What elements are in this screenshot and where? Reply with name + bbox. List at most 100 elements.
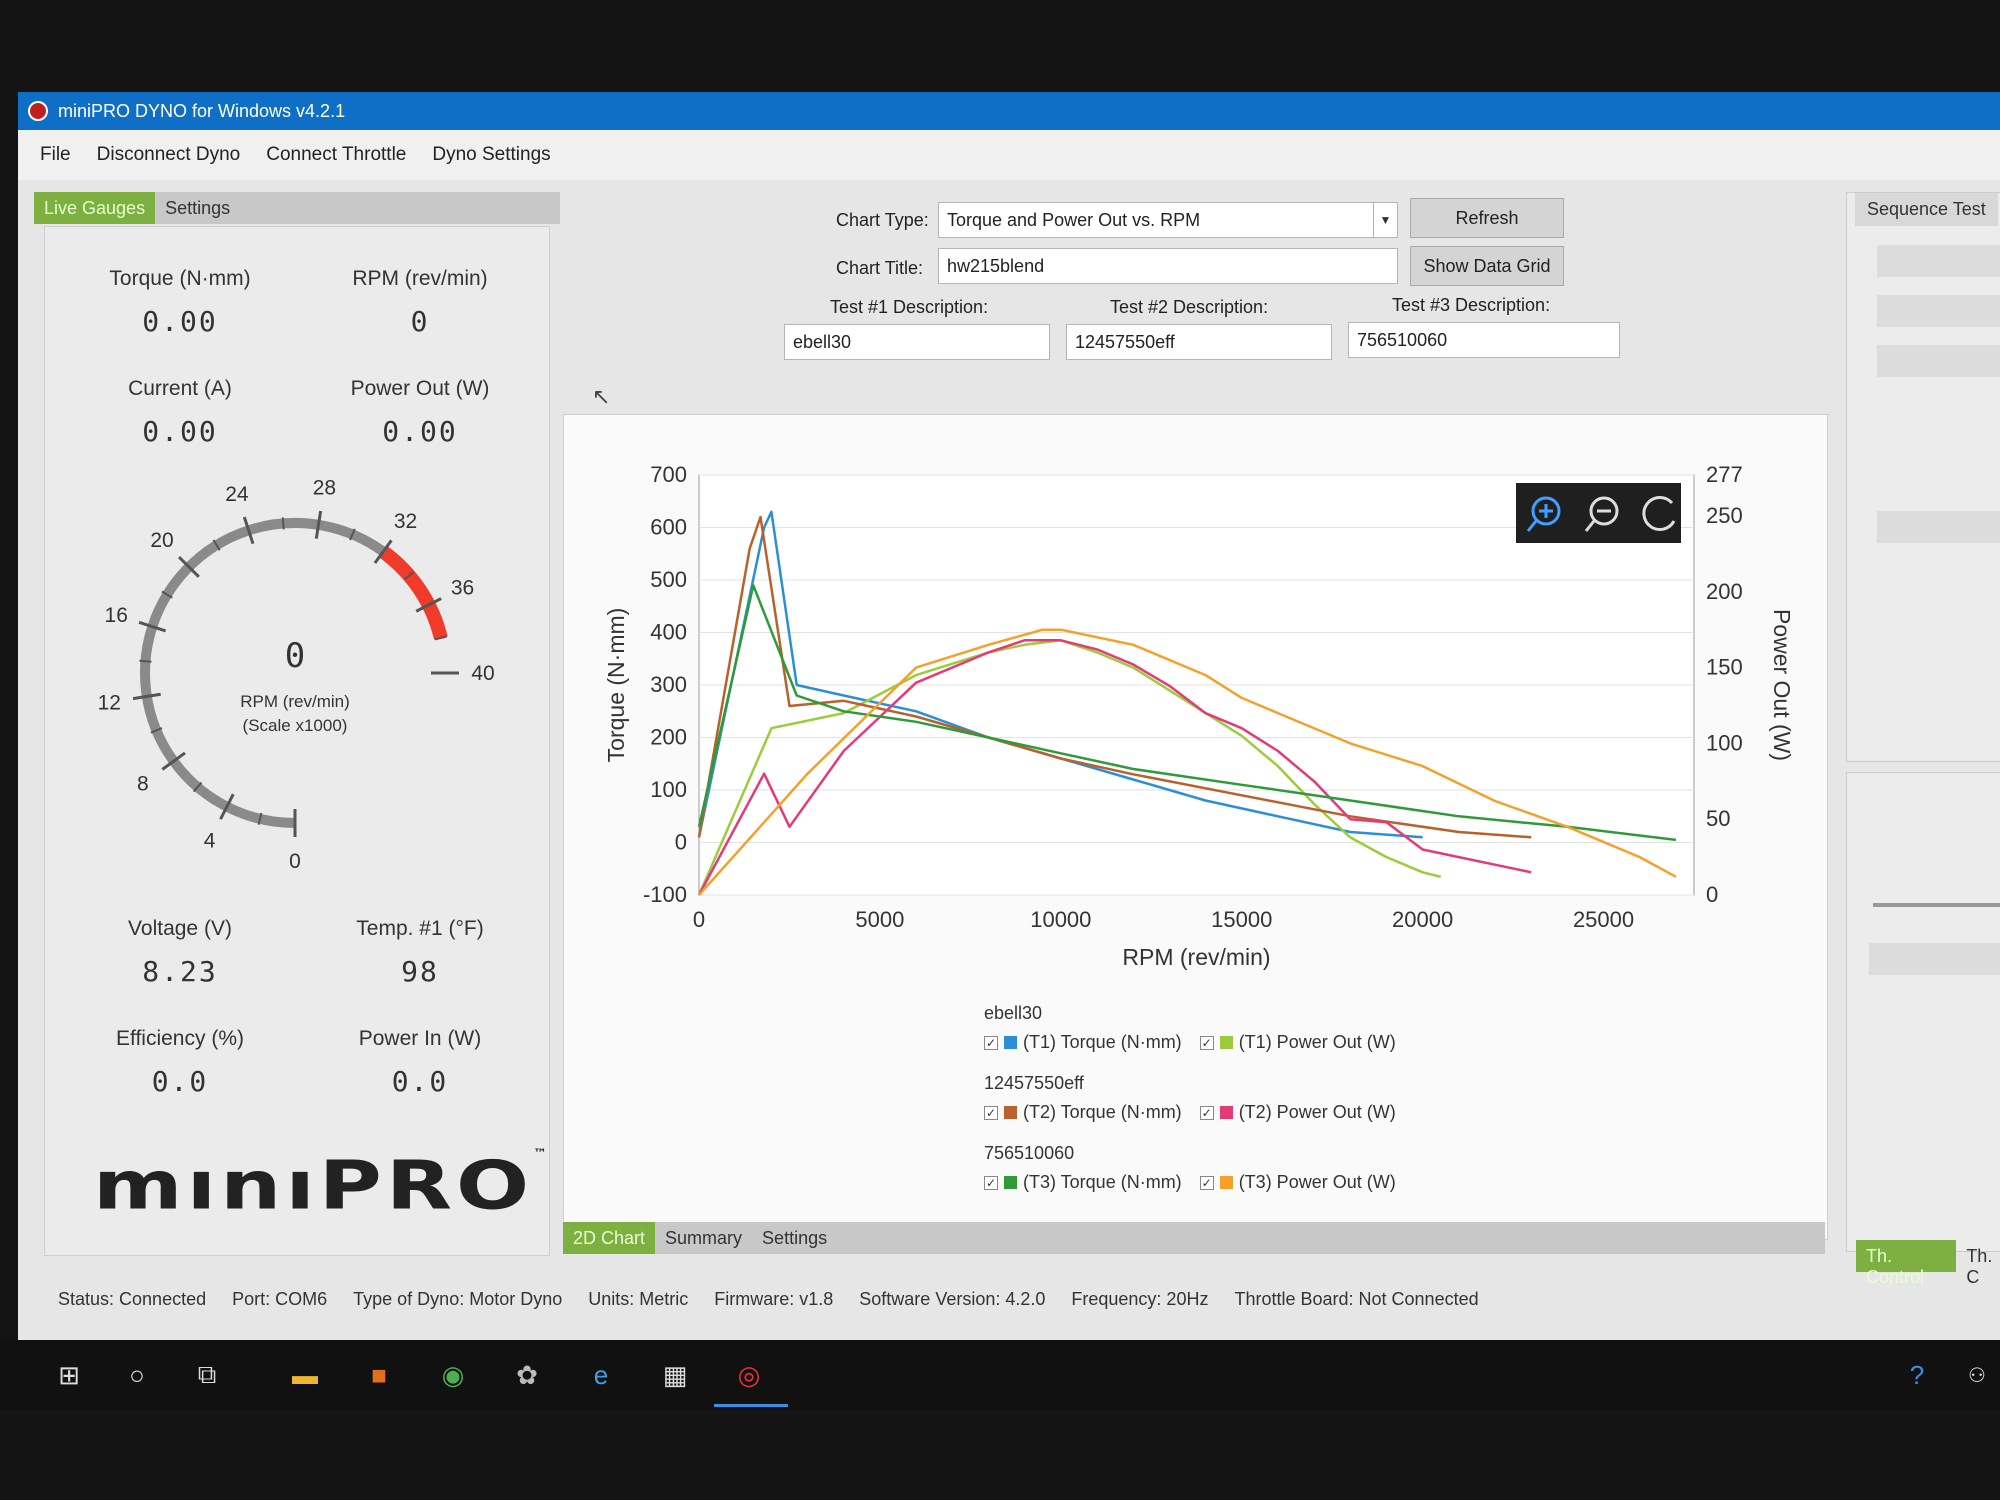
- throttle-slider[interactable]: [1873, 903, 2000, 907]
- y2-tick-label: 250: [1706, 503, 1743, 528]
- series-line: [697, 639, 1442, 896]
- menu-file[interactable]: File: [40, 144, 71, 165]
- chart-title-input[interactable]: hw215blend: [938, 248, 1398, 284]
- chart-legend: ebell30 ✓ (T1) Torque (N·mm) ✓ (T1) Power Ou…: [984, 1003, 1396, 1213]
- tab-chart-settings[interactable]: Settings: [762, 1228, 828, 1248]
- gauge-tick-label: 32: [394, 510, 417, 533]
- chrome-icon[interactable]: ◉: [441, 1359, 465, 1390]
- reset-zoom-icon[interactable]: [1642, 495, 1676, 531]
- rpm-readout: RPM (rev/min) 0: [305, 267, 535, 338]
- tab-sequence-test[interactable]: Sequence Test: [1855, 193, 1998, 226]
- show-data-grid-button[interactable]: Show Data Grid: [1410, 246, 1564, 286]
- gauge-tick-label: 0: [289, 850, 301, 873]
- tab-gauge-settings[interactable]: Settings: [165, 198, 231, 218]
- power-in-readout: Power In (W) 0.0: [305, 1027, 535, 1098]
- tab-live-gauges[interactable]: Live Gauges: [34, 192, 156, 224]
- tab-2d-chart[interactable]: 2D Chart: [563, 1222, 656, 1254]
- rpm-label: RPM (rev/min): [352, 267, 488, 290]
- status-software: Software Version: 4.2.0: [859, 1288, 1046, 1309]
- legend-entry[interactable]: ✓ (T2) Torque (N·mm): [984, 1102, 1182, 1123]
- y2-axis-title: Power Out (W): [1769, 609, 1795, 761]
- gauge-tick: [242, 516, 255, 545]
- sequence-field[interactable]: [1877, 295, 2000, 327]
- y-tick-label: 400: [650, 620, 687, 645]
- sequence-test-panel: Sequence Test: [1846, 192, 2000, 762]
- test1-description-input[interactable]: ebell30: [784, 324, 1050, 360]
- gauge-tick: [139, 659, 152, 663]
- legend-swatch: [1004, 1176, 1017, 1189]
- x-tick-label: 0: [693, 907, 705, 932]
- task-view-icon[interactable]: ⧉: [197, 1359, 217, 1389]
- torque-label: Torque (N·mm): [109, 267, 251, 290]
- gauge-unit: RPM (rev/min): [240, 692, 350, 711]
- gauge-tick: [281, 517, 285, 530]
- refresh-button[interactable]: Refresh: [1410, 198, 1564, 238]
- people-icon[interactable]: ⚇: [1968, 1364, 1986, 1387]
- legend-entry[interactable]: ✓ (T1) Power Out (W): [1199, 1032, 1396, 1053]
- legend-group-name: 756510060: [984, 1143, 1075, 1163]
- help-icon[interactable]: ?: [1909, 1359, 1925, 1390]
- tab-summary[interactable]: Summary: [665, 1228, 743, 1248]
- y-tick-label: 0: [675, 830, 687, 855]
- tab-th-c[interactable]: Th. C: [1966, 1246, 1993, 1287]
- y-tick-label: 300: [650, 672, 687, 697]
- y-tick-label: 200: [650, 725, 687, 750]
- legend-checkbox[interactable]: ✓: [1199, 1175, 1214, 1190]
- x-tick-label: 15000: [1211, 907, 1272, 932]
- power-out-readout: Power Out (W) 0.00: [305, 377, 535, 448]
- legend-checkbox[interactable]: ✓: [984, 1175, 998, 1190]
- sequence-field[interactable]: [1877, 511, 2000, 543]
- zoom-out-handle: [1584, 520, 1596, 532]
- legend-label: (T2) Power Out (W): [1238, 1102, 1396, 1122]
- rpm-value: 0: [410, 305, 430, 338]
- test2-description-input[interactable]: 12457550eff: [1066, 324, 1332, 360]
- legend-label: (T1) Power Out (W): [1238, 1032, 1396, 1052]
- app-icon[interactable]: ✿: [516, 1359, 538, 1390]
- zoom-in-icon[interactable]: [1526, 496, 1561, 532]
- legend-checkbox[interactable]: ✓: [1199, 1035, 1214, 1050]
- menu-bar: File Disconnect Dyno Connect Throttle Dy…: [18, 130, 2000, 180]
- dyno-app-icon[interactable]: ◎: [737, 1359, 761, 1390]
- legend-checkbox[interactable]: ✓: [984, 1035, 998, 1050]
- menu-dyno-settings[interactable]: Dyno Settings: [432, 144, 551, 165]
- y-tick-label: 100: [650, 777, 687, 802]
- legend-checkbox[interactable]: ✓: [984, 1105, 998, 1120]
- gauge-tick: [349, 528, 356, 541]
- status-frequency: Frequency: 20Hz: [1071, 1288, 1209, 1309]
- chevron-down-icon[interactable]: ▼: [1373, 203, 1397, 237]
- legend-entry[interactable]: ✓ (T3) Power Out (W): [1199, 1172, 1396, 1193]
- calculator-icon[interactable]: ▦: [662, 1359, 688, 1390]
- test2-label: Test #2 Description:: [1110, 297, 1269, 317]
- y2-tick-label: 100: [1706, 730, 1743, 755]
- legend-entry[interactable]: ✓ (T2) Power Out (W): [1199, 1102, 1396, 1123]
- gauge-tick: [161, 590, 173, 599]
- search-icon[interactable]: ○: [129, 1359, 145, 1390]
- tab-th-control[interactable]: Th. Control: [1856, 1240, 1957, 1287]
- live-gauges-panel: Torque (N·mm) 0.00 RPM (rev/min) 0 Curre…: [44, 226, 550, 1256]
- test3-description-input[interactable]: 756510060: [1348, 322, 1620, 358]
- outlook-icon[interactable]: ■: [371, 1359, 387, 1390]
- sequence-field[interactable]: [1877, 345, 2000, 377]
- sequence-field[interactable]: [1877, 245, 2000, 277]
- menu-connect-throttle[interactable]: Connect Throttle: [266, 144, 407, 165]
- legend-entry[interactable]: ✓ (T1) Torque (N·mm): [984, 1032, 1182, 1053]
- gauge-tick: [373, 539, 393, 564]
- internet-explorer-icon[interactable]: e: [593, 1359, 609, 1390]
- gauge-tick: [314, 510, 323, 539]
- file-explorer-icon[interactable]: ▬: [292, 1359, 318, 1390]
- throttle-field[interactable]: [1869, 943, 2000, 975]
- efficiency-readout: Efficiency (%) 0.0: [65, 1027, 295, 1098]
- chart-type-select[interactable]: Torque and Power Out vs. RPM ▼: [938, 202, 1398, 238]
- legend-checkbox[interactable]: ✓: [1199, 1105, 1214, 1120]
- gauge-tick-label: 28: [313, 476, 336, 499]
- menu-disconnect-dyno[interactable]: Disconnect Dyno: [96, 144, 241, 165]
- windows-start-icon[interactable]: ⊞: [58, 1359, 80, 1390]
- gauge-tick-label: 8: [137, 773, 149, 796]
- torque-readout: Torque (N·mm) 0.00: [65, 267, 295, 338]
- legend-entry[interactable]: ✓ (T3) Torque (N·mm): [984, 1172, 1182, 1193]
- chart-zoom-toolbar[interactable]: [1516, 483, 1681, 543]
- left-tab-bar: Live Gauges Settings: [34, 192, 560, 224]
- zoom-out-icon[interactable]: [1584, 496, 1619, 532]
- power-in-label: Power In (W): [358, 1027, 482, 1050]
